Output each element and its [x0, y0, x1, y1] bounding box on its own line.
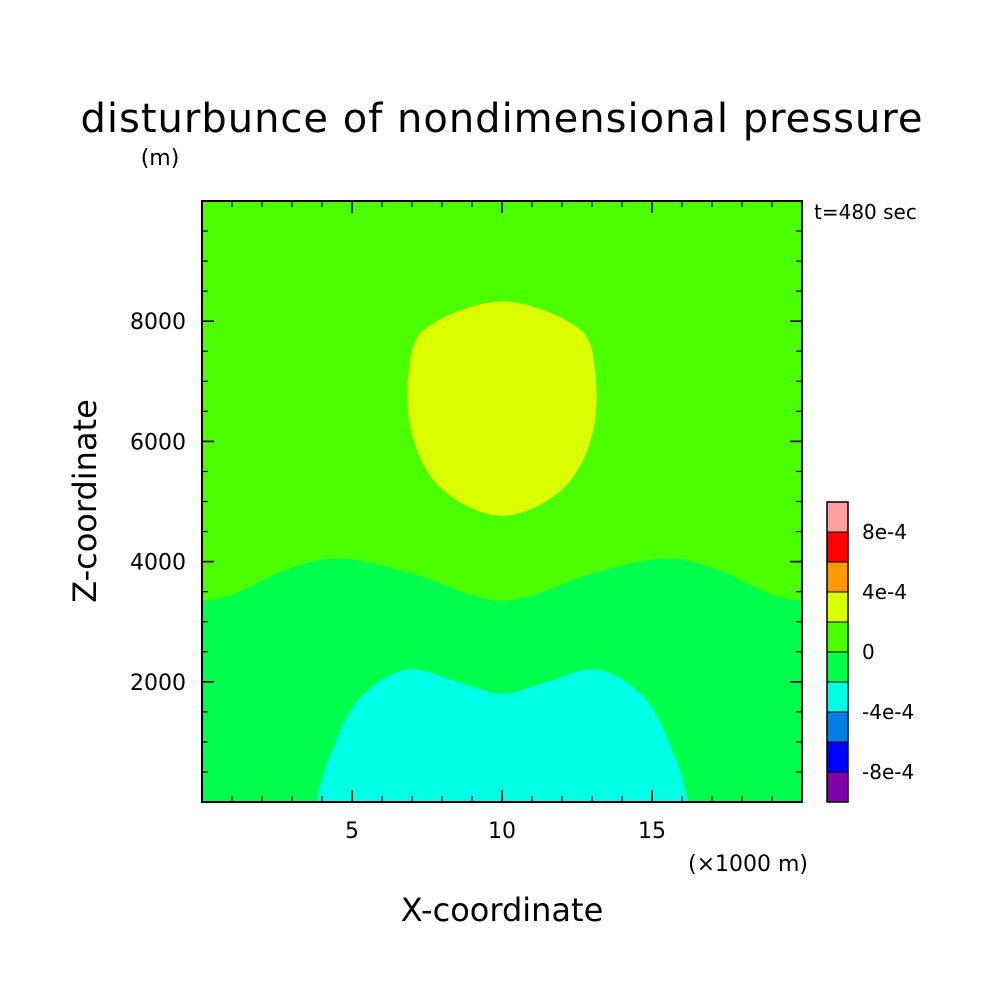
x-unit-label: (×1000 m): [688, 852, 808, 877]
plot-area: 5 10 15 2000 4000 6000 8000: [130, 200, 803, 844]
y-tick-label: 2000: [130, 671, 186, 696]
colorbar-tick-label: 8e-4: [862, 520, 907, 544]
colorbar-swatch: [827, 622, 848, 652]
x-axis-label: X-coordinate: [401, 891, 604, 929]
colorbar-swatch: [827, 502, 848, 532]
colorbar-tick-label: 0: [862, 640, 875, 664]
y-tick-label: 4000: [130, 551, 186, 576]
x-tick-label: 5: [345, 819, 359, 844]
colorbar-swatch: [827, 682, 848, 712]
chart-title: disturbunce of nondimensional pressure: [81, 96, 924, 142]
colorbar-swatch: [827, 652, 848, 682]
colorbar-swatch: [827, 742, 848, 772]
colorbar-swatch: [827, 532, 848, 562]
colorbar-swatch: [827, 562, 848, 592]
colorbar-tick-label: 4e-4: [862, 580, 907, 604]
colorbar-swatch: [827, 592, 848, 622]
colorbar-swatch: [827, 772, 848, 802]
x-tick-label: 15: [638, 819, 666, 844]
z-unit-label: (m): [141, 146, 180, 171]
colorbar-tick-label: -4e-4: [862, 700, 914, 724]
y-axis-label: Z-coordinate: [66, 399, 104, 603]
colorbar: -8e-4 -4e-4 0 4e-4 8e-4: [826, 501, 914, 803]
x-tick-label: 10: [488, 819, 516, 844]
time-label: t=480 sec: [814, 200, 917, 224]
contour-region-negative: [316, 669, 688, 802]
colorbar-swatch: [827, 712, 848, 742]
contour-region-positive: [407, 301, 597, 516]
colorbar-tick-label: -8e-4: [862, 760, 914, 784]
y-tick-label: 6000: [130, 430, 186, 455]
y-tick-label: 8000: [130, 310, 186, 335]
